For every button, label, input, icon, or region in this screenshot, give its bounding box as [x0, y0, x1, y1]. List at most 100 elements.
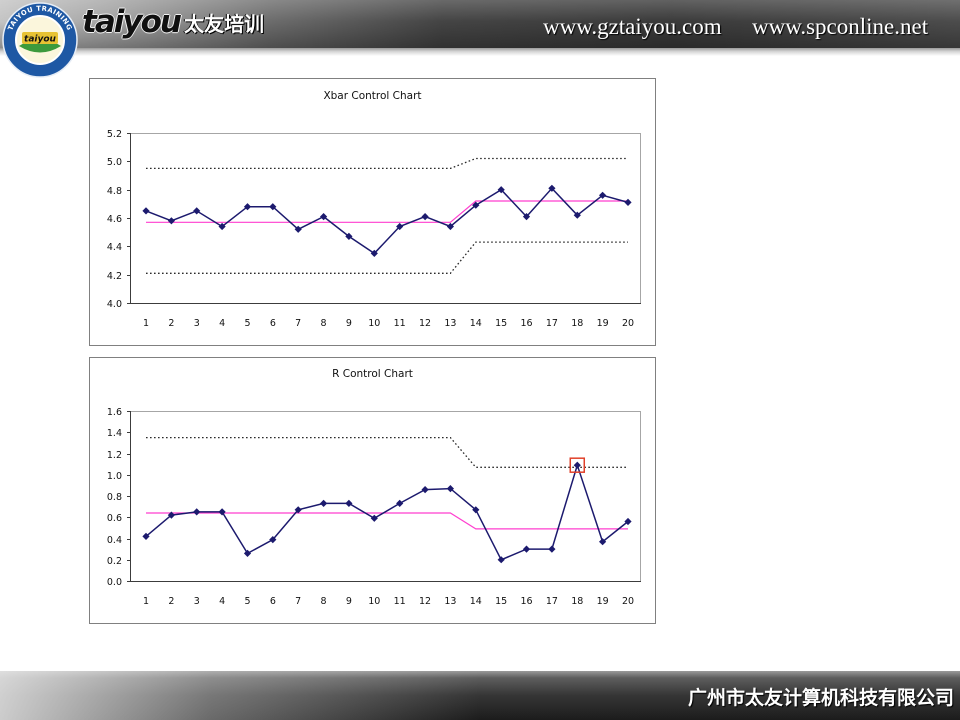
r-x-tick-label: 20	[622, 596, 634, 607]
xbar-x-tick-label: 18	[571, 318, 583, 329]
xbar-point-16	[522, 213, 531, 221]
r-point-9	[345, 499, 353, 507]
r-x-tick-label: 11	[394, 596, 406, 607]
r-x-tick-label: 10	[368, 596, 380, 607]
xbar-chart-title: Xbar Control Chart	[323, 90, 421, 102]
xbar-y-tick-label: 4.2	[107, 271, 122, 282]
r-x-tick-label: 1	[143, 596, 149, 607]
xbar-point-5	[243, 203, 252, 211]
r-x-tick-label: 19	[597, 596, 609, 607]
r-y-tick-label: 0.8	[107, 492, 122, 503]
r-out-of-control-highlight	[569, 457, 586, 473]
xbar-x-tick-label: 15	[495, 318, 507, 329]
xbar-point-18	[573, 211, 581, 219]
xbar-point-4	[218, 222, 226, 231]
xbar-point-6	[269, 203, 277, 211]
xbar-x-tick-label: 13	[444, 318, 456, 329]
r-x-tick-label: 9	[346, 596, 352, 607]
xbar-plot-area	[130, 133, 641, 304]
xbar-x-tick-label: 10	[368, 318, 380, 329]
xbar-x-tick-label: 14	[470, 318, 482, 329]
r-point-17	[548, 545, 556, 553]
xbar-y-tick-label: 4.4	[107, 242, 122, 253]
logo-inner-text: taiyou	[24, 35, 57, 45]
r-y-tick-label: 0.4	[107, 535, 122, 546]
xbar-x-tick-label: 16	[520, 318, 532, 329]
xbar-point-12	[421, 213, 429, 221]
xbar-point-1	[142, 207, 150, 215]
r-point-19	[599, 538, 607, 546]
xbar-x-tick-label: 1	[143, 318, 149, 329]
r-center-line	[146, 512, 628, 530]
r-plot-area	[130, 411, 641, 582]
xbar-x-tick-label: 20	[622, 318, 634, 329]
xbar-y-tick-label: 5.0	[107, 157, 122, 168]
r-x-tick-label: 13	[444, 596, 456, 607]
r-y-tick-label: 0.2	[107, 556, 122, 567]
r-point-1	[142, 532, 150, 540]
r-x-tick-label: 5	[244, 596, 250, 607]
xbar-point-17	[548, 184, 556, 192]
xbar-lower-control-limit-line	[146, 241, 628, 274]
logo-banner	[22, 32, 58, 44]
xbar-point-3	[193, 207, 201, 215]
taiyou-logo: TAIYOU TRAINING taiyou	[2, 2, 78, 78]
xbar-x-tick-label: 5	[244, 318, 250, 329]
xbar-y-tick-label: 4.6	[107, 214, 122, 225]
r-control-chart: R Control Chart 0.0 0.2 0.4 0.6 0.8 1.0 1.2 1.4 1…	[89, 357, 656, 624]
brand-chinese-name: 太友培训	[184, 12, 264, 36]
xbar-x-tick-label: 19	[597, 318, 609, 329]
xbar-x-tick-label: 17	[546, 318, 558, 329]
xbar-x-tick-label: 9	[346, 318, 352, 329]
website-url-primary: www.gztaiyou.com	[543, 14, 722, 39]
xbar-point-15	[497, 186, 505, 194]
xbar-x-tick-label: 2	[168, 318, 174, 329]
xbar-control-chart: Xbar Control Chart 4.0 4.2 4.4 4.6 4.8 5.0 5.2 1…	[89, 78, 656, 346]
r-y-tick-label: 1.6	[107, 407, 122, 418]
company-name: 广州市太友计算机科技有限公司	[687, 688, 954, 709]
r-x-tick-label: 17	[546, 596, 558, 607]
xbar-point-19	[599, 191, 607, 199]
xbar-point-2	[167, 217, 175, 225]
r-x-tick-label: 12	[419, 596, 431, 607]
r-y-tick-label: 1.0	[107, 471, 122, 482]
r-x-tick-label: 6	[270, 596, 276, 607]
r-x-tick-label: 16	[520, 596, 532, 607]
xbar-point-13	[446, 222, 454, 231]
slide-header	[0, 0, 960, 48]
xbar-x-tick-label: 6	[270, 318, 276, 329]
r-x-tick-label: 2	[168, 596, 174, 607]
website-url-secondary: www.spconline.net	[752, 14, 929, 39]
r-y-tick-label: 0.0	[107, 577, 122, 588]
r-point-15	[497, 556, 505, 564]
xbar-point-14	[472, 201, 480, 209]
r-y-tick-label: 0.6	[107, 513, 122, 524]
r-chart-title: R Control Chart	[332, 368, 413, 380]
brand-wordmark: taiyou	[82, 4, 182, 40]
xbar-y-tick-label: 4.8	[107, 186, 122, 197]
xbar-point-9	[345, 232, 353, 240]
header-divider	[0, 48, 960, 56]
xbar-x-tick-label: 8	[321, 318, 327, 329]
r-y-tick-label: 1.2	[107, 450, 122, 461]
r-point-20	[624, 517, 632, 526]
xbar-x-tick-label: 3	[194, 318, 200, 329]
xbar-point-20	[624, 198, 632, 206]
r-point-13	[446, 485, 454, 493]
xbar-point-11	[396, 222, 404, 231]
r-upper-control-limit-line	[146, 436, 628, 468]
r-y-tick-label: 1.4	[107, 428, 122, 439]
r-data-line	[145, 462, 629, 561]
xbar-point-7	[294, 225, 302, 233]
r-x-tick-label: 7	[295, 596, 301, 607]
slide-footer: 广州市太友计算机科技有限公司	[0, 671, 960, 720]
xbar-x-tick-label: 7	[295, 318, 301, 329]
xbar-upper-control-limit-line	[146, 157, 628, 170]
r-x-tick-label: 4	[219, 596, 225, 607]
r-x-tick-label: 14	[470, 596, 482, 607]
xbar-x-tick-label: 12	[419, 318, 431, 329]
xbar-x-tick-label: 11	[394, 318, 406, 329]
xbar-y-tick-label: 4.0	[107, 299, 122, 310]
xbar-x-tick-label: 4	[219, 318, 225, 329]
r-x-tick-label: 3	[194, 596, 200, 607]
